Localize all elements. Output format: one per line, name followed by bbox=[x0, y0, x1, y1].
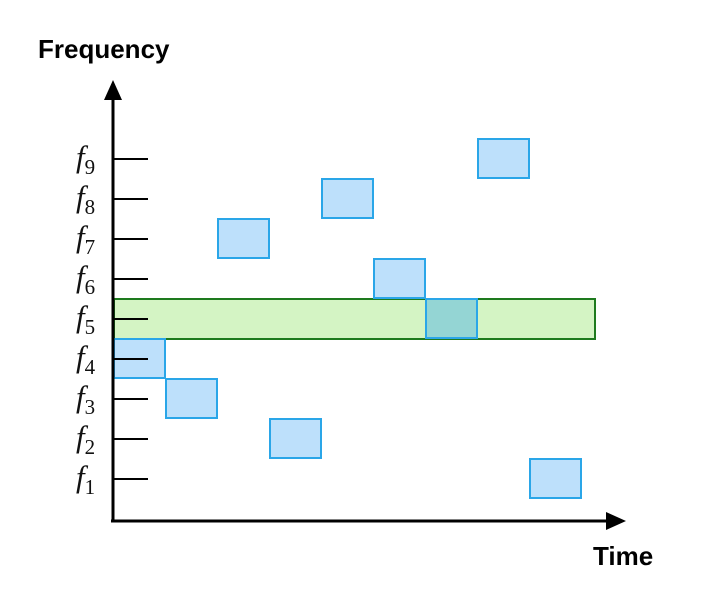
hop-block bbox=[425, 298, 478, 339]
y-axis-title: Frequency bbox=[38, 34, 170, 64]
hop-block bbox=[217, 218, 270, 259]
frequency-tick-label: f3 bbox=[76, 379, 95, 419]
hop-block bbox=[477, 138, 530, 179]
hop-block bbox=[165, 378, 218, 419]
frequency-tick-label: f2 bbox=[76, 419, 95, 459]
frequency-tick-label: f6 bbox=[76, 259, 95, 299]
hop-blocks bbox=[113, 138, 582, 499]
frequency-tick-label: f4 bbox=[76, 339, 96, 379]
hop-block bbox=[529, 458, 582, 499]
hop-block bbox=[373, 258, 426, 299]
highlighted-channel-band bbox=[113, 298, 596, 340]
frequency-tick-label: f9 bbox=[76, 139, 95, 179]
frequency-tick-label: f7 bbox=[76, 219, 95, 259]
x-axis-title: Time bbox=[593, 541, 653, 571]
frequency-tick-label: f1 bbox=[76, 459, 95, 499]
frequency-tick-label: f5 bbox=[76, 299, 95, 339]
hop-block bbox=[321, 178, 374, 219]
frequency-tick-label: f8 bbox=[76, 179, 95, 219]
x-axis-arrow bbox=[606, 512, 626, 530]
y-axis-arrow bbox=[104, 80, 122, 100]
frequency-ticks bbox=[114, 158, 148, 480]
hop-block bbox=[269, 418, 322, 459]
